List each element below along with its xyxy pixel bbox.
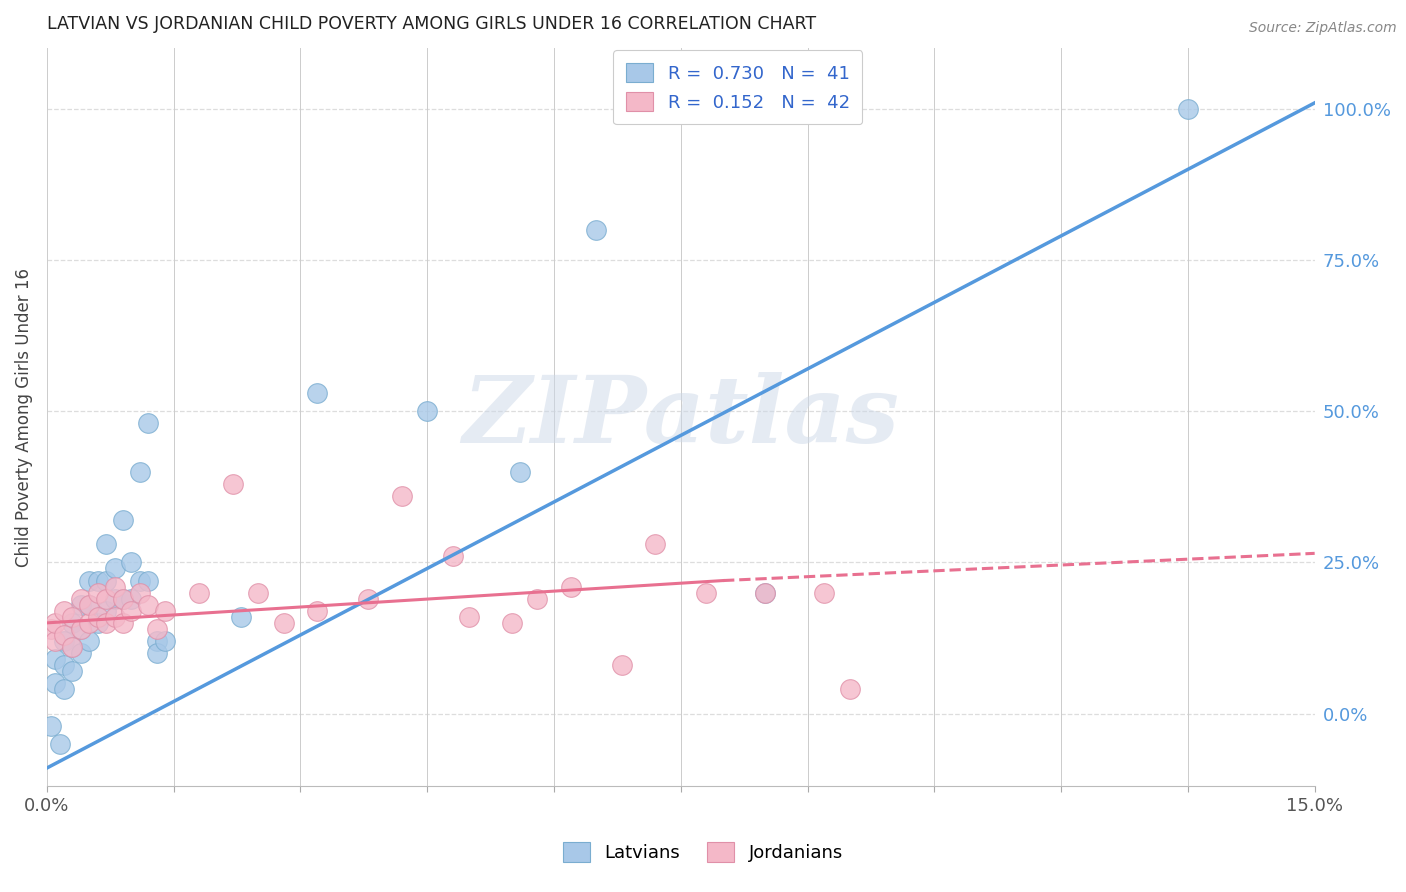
Point — [188, 585, 211, 599]
Point — [94, 604, 117, 618]
Point — [416, 404, 439, 418]
Point — [145, 622, 167, 636]
Point — [86, 615, 108, 630]
Point — [60, 640, 83, 654]
Point — [585, 223, 607, 237]
Point — [120, 604, 142, 618]
Point — [560, 580, 582, 594]
Point — [60, 610, 83, 624]
Point — [813, 585, 835, 599]
Point — [86, 610, 108, 624]
Point — [94, 591, 117, 606]
Point — [77, 598, 100, 612]
Point — [44, 634, 66, 648]
Point — [77, 598, 100, 612]
Point — [44, 652, 66, 666]
Point — [247, 585, 270, 599]
Point — [120, 556, 142, 570]
Point — [357, 591, 380, 606]
Point — [695, 585, 717, 599]
Point — [501, 615, 523, 630]
Point — [838, 682, 860, 697]
Point — [222, 476, 245, 491]
Point — [103, 610, 125, 624]
Point — [526, 591, 548, 606]
Point — [754, 585, 776, 599]
Point — [136, 417, 159, 431]
Point — [441, 549, 464, 564]
Point — [307, 604, 329, 618]
Legend: R =  0.730   N =  41, R =  0.152   N =  42: R = 0.730 N = 41, R = 0.152 N = 42 — [613, 50, 862, 124]
Point — [69, 591, 91, 606]
Point — [103, 580, 125, 594]
Point — [94, 615, 117, 630]
Point — [111, 591, 134, 606]
Point — [48, 737, 70, 751]
Point — [44, 676, 66, 690]
Point — [644, 537, 666, 551]
Point — [458, 610, 481, 624]
Point — [391, 489, 413, 503]
Point — [77, 615, 100, 630]
Y-axis label: Child Poverty Among Girls Under 16: Child Poverty Among Girls Under 16 — [15, 268, 32, 566]
Point — [610, 658, 633, 673]
Point — [111, 513, 134, 527]
Point — [60, 615, 83, 630]
Text: LATVIAN VS JORDANIAN CHILD POVERTY AMONG GIRLS UNDER 16 CORRELATION CHART: LATVIAN VS JORDANIAN CHILD POVERTY AMONG… — [46, 15, 815, 33]
Legend: Latvians, Jordanians: Latvians, Jordanians — [555, 835, 851, 870]
Point — [69, 646, 91, 660]
Point — [509, 465, 531, 479]
Point — [86, 585, 108, 599]
Text: ZIPatlas: ZIPatlas — [463, 372, 900, 462]
Point — [155, 634, 177, 648]
Point — [77, 574, 100, 588]
Point — [44, 615, 66, 630]
Point — [52, 682, 75, 697]
Point — [136, 574, 159, 588]
Point — [103, 591, 125, 606]
Point — [145, 646, 167, 660]
Point — [52, 658, 75, 673]
Point — [39, 622, 62, 636]
Point — [155, 604, 177, 618]
Point — [69, 622, 91, 636]
Point — [145, 634, 167, 648]
Point — [307, 386, 329, 401]
Point — [52, 604, 75, 618]
Point — [52, 628, 75, 642]
Point — [60, 665, 83, 679]
Point — [77, 634, 100, 648]
Point — [94, 574, 117, 588]
Point — [86, 574, 108, 588]
Text: Source: ZipAtlas.com: Source: ZipAtlas.com — [1249, 21, 1396, 35]
Point — [94, 537, 117, 551]
Point — [103, 561, 125, 575]
Point — [120, 591, 142, 606]
Point — [128, 585, 150, 599]
Point — [273, 615, 295, 630]
Point — [1177, 102, 1199, 116]
Point — [111, 591, 134, 606]
Point — [231, 610, 253, 624]
Point — [39, 719, 62, 733]
Point — [754, 585, 776, 599]
Point — [69, 598, 91, 612]
Point — [136, 598, 159, 612]
Point — [128, 574, 150, 588]
Point — [111, 615, 134, 630]
Point — [69, 622, 91, 636]
Point — [128, 465, 150, 479]
Point — [52, 634, 75, 648]
Point — [60, 640, 83, 654]
